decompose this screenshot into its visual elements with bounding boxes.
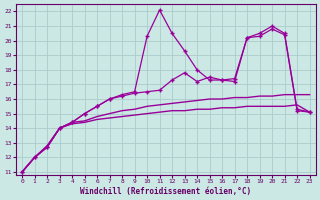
X-axis label: Windchill (Refroidissement éolien,°C): Windchill (Refroidissement éolien,°C): [80, 187, 252, 196]
